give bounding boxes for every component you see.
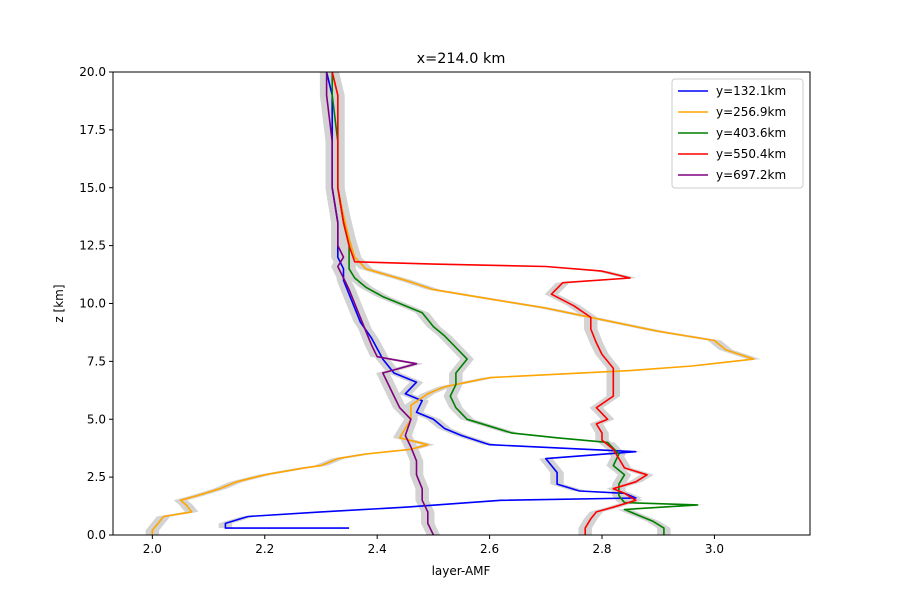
y-tick-label: 20.0 — [79, 65, 106, 79]
legend-frame — [671, 78, 804, 189]
series-line-5 — [325, 72, 435, 535]
y-tick-label: 7.5 — [87, 354, 106, 368]
legend-label-5: y=697.2km — [716, 168, 786, 182]
x-tick-label: 2.4 — [368, 542, 387, 556]
legend-label-2: y=256.9km — [716, 105, 786, 119]
series-line-3 — [331, 72, 699, 535]
series-line-1 — [224, 72, 637, 529]
legend-label-1: y=132.1km — [716, 84, 786, 98]
legend-label-3: y=403.6km — [716, 126, 786, 140]
series-lines — [151, 72, 755, 535]
y-tick-label: 15.0 — [79, 181, 106, 195]
y-tick-label: 0.0 — [87, 528, 106, 542]
chart-legend: y=132.1km y=256.9km y=403.6km y=550.4km y=69… — [671, 78, 804, 189]
x-tick-label: 2.8 — [592, 542, 611, 556]
x-axis-ticks: 2.0 2.2 2.4 2.6 2.8 3.0 — [143, 535, 724, 556]
series-line-2 — [151, 72, 755, 535]
series-line-4 — [331, 72, 648, 535]
x-tick-label: 3.0 — [705, 542, 724, 556]
y-tick-label: 10.0 — [79, 297, 106, 311]
y-axis-ticks: 0.0 2.5 5.0 7.5 10.0 12.5 15.0 17.5 20.0 — [79, 65, 113, 542]
x-tick-label: 2.6 — [480, 542, 499, 556]
y-tick-label: 12.5 — [79, 239, 106, 253]
y-axis-label: z [km] — [52, 284, 66, 322]
legend-label-4: y=550.4km — [716, 147, 786, 161]
x-axis-label: layer-AMF — [432, 564, 491, 578]
x-tick-label: 2.0 — [143, 542, 162, 556]
y-tick-label: 17.5 — [79, 123, 106, 137]
chart-title: x=214.0 km — [417, 51, 506, 67]
y-tick-label: 2.5 — [87, 470, 106, 484]
y-tick-label: 5.0 — [87, 412, 106, 426]
x-tick-label: 2.2 — [255, 542, 274, 556]
